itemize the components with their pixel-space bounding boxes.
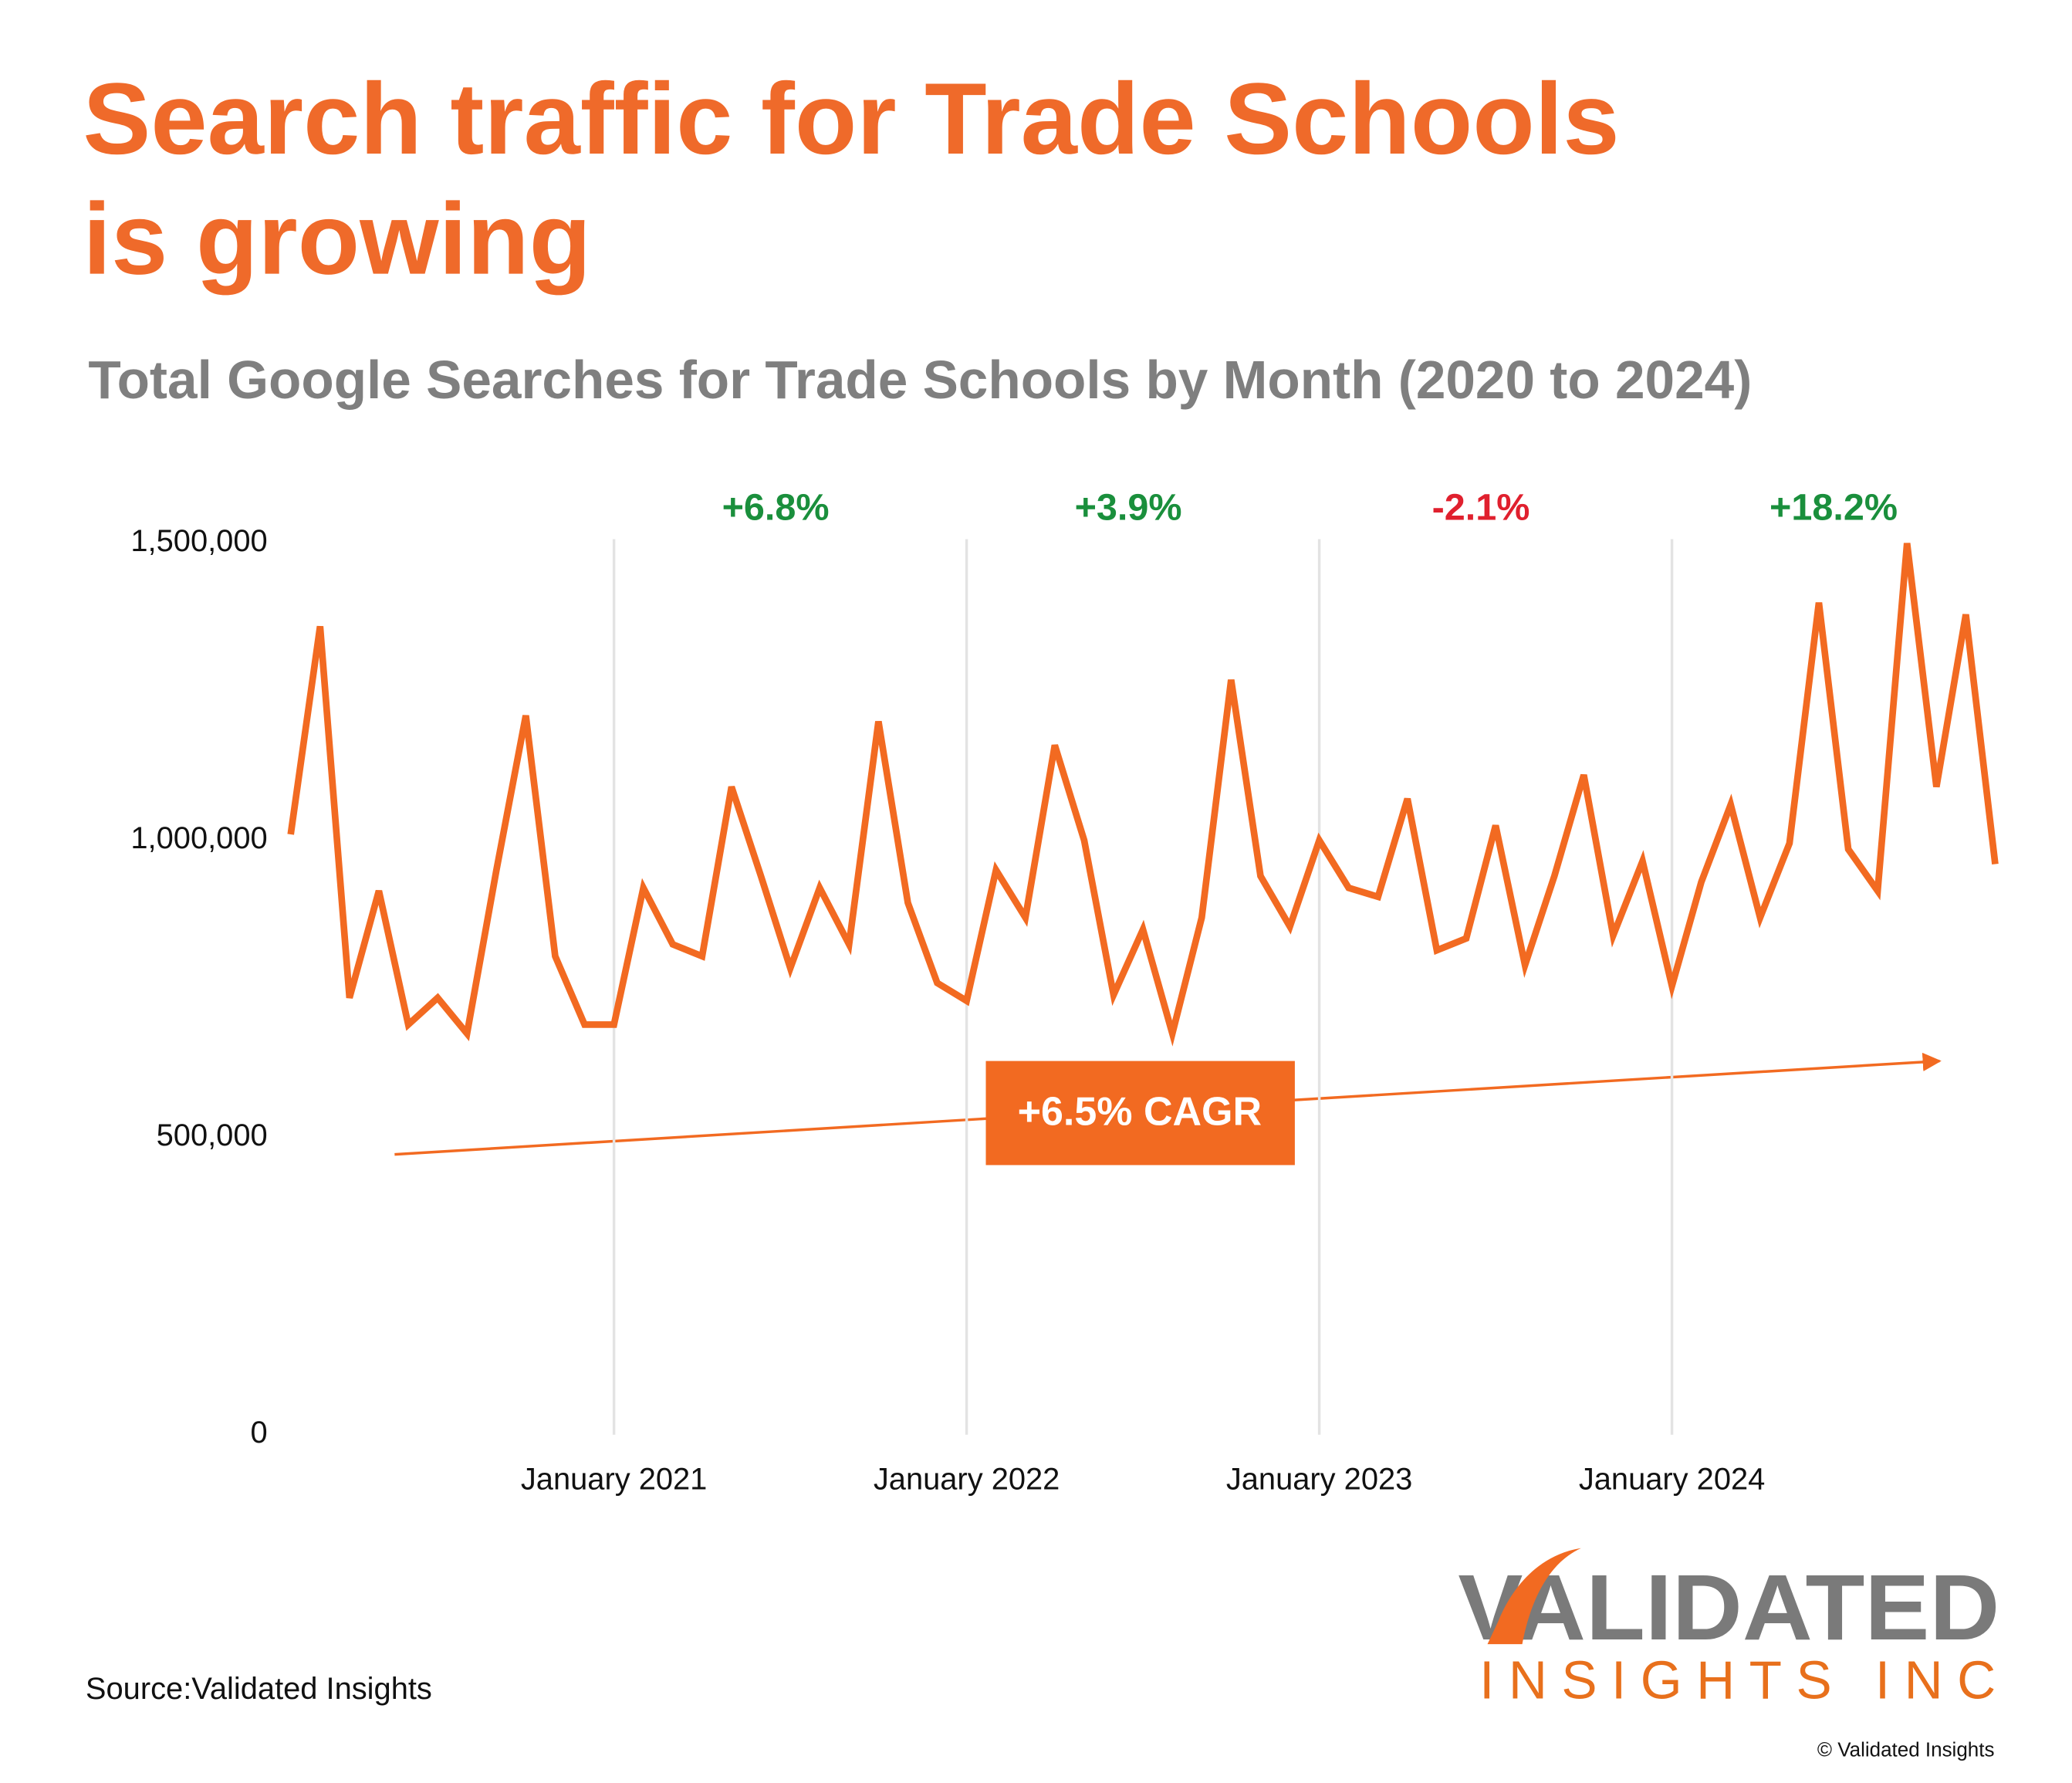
x-tick-label: January 2024 [1579,1463,1765,1497]
copyright: © Validated Insights [1817,1737,1995,1761]
trend-box [985,1061,1295,1166]
trend-label: +6.5% CAGR [1018,1090,1262,1135]
chart-title: is growing [83,182,591,296]
growth-label: -2.1% [1432,486,1530,528]
y-tick-label: 500,000 [157,1118,268,1152]
chart-title: Search traffic for Trade Schools [83,62,1619,175]
x-tick-label: January 2021 [521,1463,707,1497]
y-tick-label: 0 [251,1416,268,1450]
chart-subtitle: Total Google Searches for Trade Schools … [88,350,1752,410]
logo-swoosh [1487,1548,1581,1645]
x-tick-label: January 2022 [874,1463,1060,1497]
line [287,543,1999,1047]
growth-label: +18.2% [1769,486,1898,528]
y-tick-label: 1,000,000 [130,821,267,855]
x-tick-label: January 2023 [1226,1463,1412,1497]
y-tick-label: 1,500,000 [130,524,267,558]
source: Source:Validated Insights [86,1672,432,1706]
growth-label: +6.8% [722,486,830,528]
growth-label: +3.9% [1075,486,1182,528]
